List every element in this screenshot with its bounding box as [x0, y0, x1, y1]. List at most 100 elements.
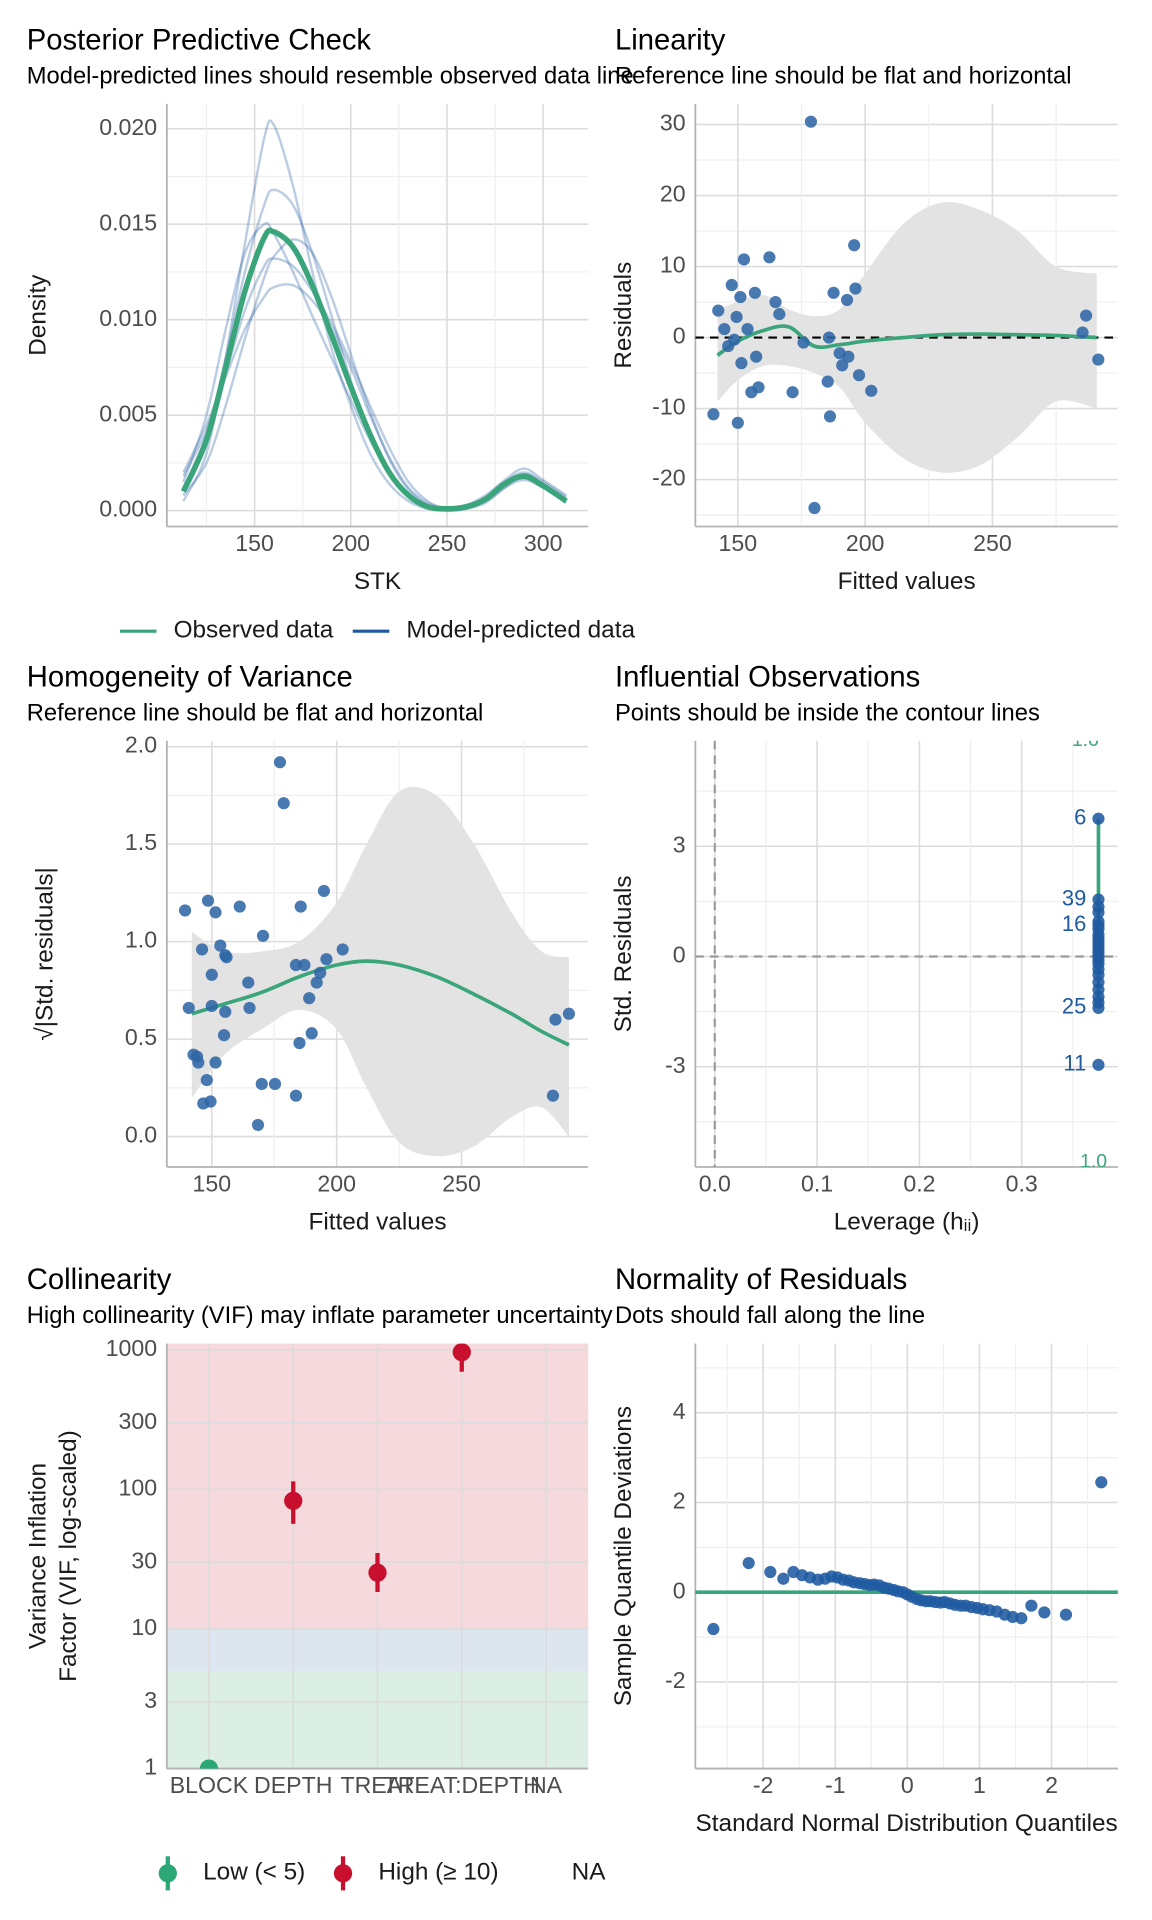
point — [827, 286, 840, 299]
chart-title: Influential Observations — [615, 661, 920, 693]
point — [317, 884, 331, 898]
y-tick-label: 1000 — [106, 1335, 157, 1361]
point — [209, 906, 222, 919]
point — [1092, 1001, 1105, 1015]
point — [842, 350, 855, 363]
legend-label: Low (< 5) — [203, 1859, 305, 1886]
x-tick-label: 150 — [235, 530, 274, 556]
y-tick-label: 10 — [660, 252, 686, 278]
point — [707, 1622, 720, 1636]
point — [368, 1563, 387, 1582]
x-tick-label: -1 — [825, 1772, 846, 1798]
point — [777, 1572, 790, 1585]
y-tick-label: 0.015 — [99, 209, 157, 235]
point-label: 11 — [1064, 1051, 1087, 1076]
point — [1092, 353, 1105, 366]
chart-subtitle: Reference line should be flat and horizo… — [615, 63, 1072, 89]
point — [773, 308, 786, 321]
x-tick-label: TREAT — [340, 1772, 414, 1798]
point — [268, 1077, 282, 1091]
point — [217, 1029, 231, 1042]
x-tick-label: 0.1 — [801, 1170, 833, 1196]
point — [289, 958, 303, 972]
point — [273, 756, 287, 769]
point — [707, 408, 720, 421]
chart-subtitle: High collinearity (VIF) may inflate para… — [27, 1303, 613, 1329]
point — [797, 336, 810, 349]
y-axis-label: Std. Residuals — [610, 875, 637, 1032]
y-tick-label: 0 — [673, 942, 686, 968]
point — [1015, 1612, 1028, 1625]
legend-marker — [158, 1864, 177, 1883]
point — [764, 1565, 777, 1579]
point — [748, 286, 761, 299]
point — [808, 501, 821, 515]
y-tick-label: 0 — [673, 1577, 686, 1603]
y-tick-label: 30 — [660, 110, 686, 136]
point — [840, 293, 854, 307]
y-tick-label: 0 — [673, 323, 686, 349]
simulated-line — [182, 283, 567, 511]
point — [192, 1056, 205, 1069]
y-tick-label: 0.0 — [125, 1122, 157, 1148]
point-label: 16 — [1062, 911, 1086, 936]
point — [277, 797, 290, 810]
point — [314, 966, 327, 979]
point — [865, 384, 878, 397]
point — [1076, 326, 1089, 339]
plot-area: 1.0 1.0 — [695, 740, 1118, 1172]
point — [200, 1073, 213, 1087]
x-tick-label: 0.0 — [699, 1170, 731, 1196]
x-tick-label: 2 — [1045, 1772, 1058, 1798]
point — [195, 943, 209, 956]
smooth-line — [191, 959, 570, 1047]
point — [284, 1491, 303, 1510]
x-tick-label: 250 — [973, 530, 1012, 556]
observed-line — [180, 227, 568, 512]
x-axis-label: Leverage (hᵢᵢ) — [834, 1208, 980, 1235]
y-tick-label: -3 — [665, 1052, 686, 1078]
x-axis-label: Fitted values — [308, 1208, 446, 1235]
point — [303, 992, 316, 1005]
point — [1059, 1608, 1073, 1621]
point — [741, 322, 754, 336]
legend: Low (< 5) High (≥ 10) NA — [158, 1856, 607, 1891]
chart-subtitle: Dots should fall along the line — [615, 1303, 925, 1329]
annotation: 1.0 — [1080, 1150, 1107, 1172]
point — [804, 115, 817, 128]
x-tick-label: 150 — [192, 1170, 231, 1196]
point — [320, 953, 333, 966]
chart-title: Collinearity — [27, 1264, 172, 1296]
y-tick-label: 10 — [131, 1614, 157, 1640]
point — [294, 900, 307, 913]
y-tick-label: 0.010 — [99, 305, 157, 331]
plot-area — [199, 1343, 471, 1769]
y-tick-label: 0.000 — [99, 496, 157, 522]
chart-subtitle: Reference line should be flat and horizo… — [27, 700, 484, 726]
point — [305, 1027, 318, 1040]
point — [852, 369, 866, 382]
x-tick-label: BLOCK — [170, 1772, 249, 1798]
legend-label: NA — [572, 1859, 607, 1886]
point — [728, 333, 741, 346]
y-tick-label: -2 — [665, 1667, 686, 1693]
point — [737, 253, 751, 266]
panel: Normality of Residuals Dots should fall a… — [610, 1264, 1118, 1837]
plot-area — [695, 115, 1118, 515]
point — [1025, 1599, 1038, 1612]
point — [452, 1343, 471, 1362]
simulated-line — [182, 222, 567, 510]
point — [823, 410, 837, 423]
point — [205, 968, 218, 981]
point — [549, 1013, 562, 1026]
panel: Collinearity High collinearity (VIF) may … — [24, 1264, 613, 1891]
y-tick-label: 100 — [118, 1474, 157, 1500]
point — [725, 278, 738, 292]
point — [822, 331, 836, 344]
point — [242, 976, 255, 989]
x-axis-label: STK — [354, 568, 401, 595]
y-tick-label: 300 — [118, 1408, 157, 1434]
point — [178, 904, 192, 917]
point — [220, 951, 233, 964]
